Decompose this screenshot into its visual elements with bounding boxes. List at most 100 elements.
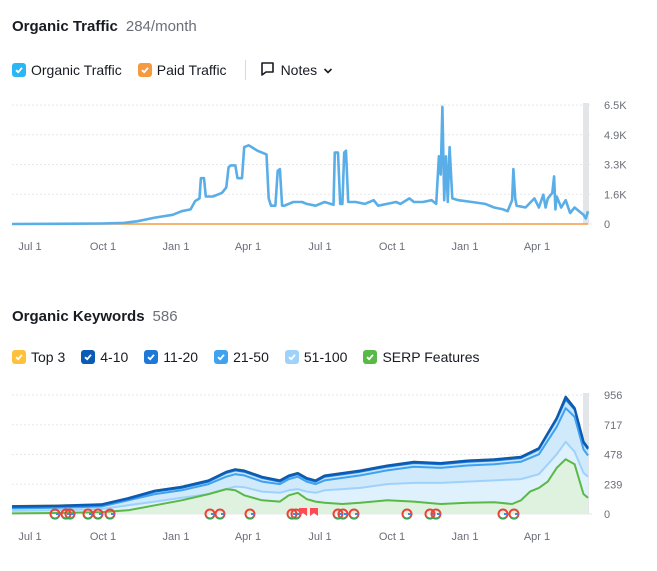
chat-flag-icon bbox=[260, 61, 275, 79]
legend-serp-features[interactable]: SERP Features bbox=[363, 349, 479, 365]
legend-label: 51-100 bbox=[303, 349, 348, 365]
x-tick-label: Jul 1 bbox=[18, 531, 41, 543]
google-icon-arc bbox=[245, 516, 254, 520]
legend-top-3[interactable]: Top 3 bbox=[12, 349, 65, 365]
checkbox-checked-icon[interactable] bbox=[284, 350, 299, 364]
legend-label: SERP Features bbox=[382, 349, 480, 365]
google-icon[interactable] bbox=[497, 508, 509, 520]
organic-traffic-value: 284/month bbox=[125, 18, 197, 35]
current-period-band bbox=[583, 103, 589, 224]
y-tick-label: 956 bbox=[604, 390, 622, 402]
google-icon-arc bbox=[402, 516, 411, 520]
organic-traffic-header: Organic Traffic 284/month bbox=[12, 18, 197, 35]
x-tick-label: Jan 1 bbox=[452, 531, 479, 543]
checkbox-checked-icon[interactable] bbox=[137, 63, 152, 77]
google-icon-arc bbox=[50, 516, 59, 520]
legend-11-20[interactable]: 11-20 bbox=[144, 349, 198, 365]
y-tick-label: 1.6K bbox=[604, 189, 627, 201]
google-icon-arc bbox=[338, 516, 347, 520]
legend-4-10[interactable]: 4-10 bbox=[81, 349, 128, 365]
organic-keywords-header: Organic Keywords 586 bbox=[12, 308, 178, 325]
legend-51-100[interactable]: 51-100 bbox=[284, 349, 348, 365]
checkbox-checked-icon[interactable] bbox=[12, 63, 26, 77]
google-icon[interactable] bbox=[430, 508, 442, 520]
legend-divider bbox=[244, 60, 246, 80]
checkbox-checked-icon[interactable] bbox=[144, 350, 159, 364]
google-icon[interactable] bbox=[49, 508, 61, 520]
y-tick-label: 4.9K bbox=[604, 130, 627, 142]
google-icon-arc bbox=[105, 516, 114, 520]
legend-organic-traffic[interactable]: Organic Traffic bbox=[12, 62, 122, 78]
google-icon-arc bbox=[498, 516, 507, 520]
legend-21-50[interactable]: 21-50 bbox=[214, 349, 269, 365]
y-tick-label: 0 bbox=[604, 219, 610, 231]
google-icon[interactable] bbox=[214, 508, 226, 520]
google-icon[interactable] bbox=[60, 508, 72, 520]
organic-traffic-legend: Organic Traffic Paid Traffic Notes bbox=[12, 60, 333, 80]
organic-traffic-chart[interactable]: 6.5K 4.9K 3.3K 1.6K 0 Jul 1 Oct 1 Jan 1 Apr 1 Jul… bbox=[0, 95, 657, 265]
series-organic-traffic-line bbox=[11, 105, 590, 226]
x-tick-label: Apr 1 bbox=[524, 531, 550, 543]
google-icon-arc bbox=[83, 516, 92, 520]
y-tick-label: 717 bbox=[604, 420, 622, 432]
google-icon-arc bbox=[291, 516, 300, 520]
legend-label: 11-20 bbox=[163, 349, 199, 365]
organic-traffic-title: Organic Traffic bbox=[12, 18, 118, 35]
x-tick-label: Apr 1 bbox=[524, 241, 550, 253]
organic-keywords-legend: Top 3 4-10 11-20 21-50 51-100 SERP Features bbox=[12, 349, 495, 365]
x-tick-label: Oct 1 bbox=[90, 531, 116, 543]
google-icon[interactable] bbox=[244, 508, 256, 520]
legend-label: Paid Traffic bbox=[156, 62, 227, 78]
y-tick-label: 239 bbox=[604, 479, 622, 491]
x-tick-label: Jul 1 bbox=[308, 241, 331, 253]
checkbox-checked-icon[interactable] bbox=[81, 350, 96, 364]
google-icon-arc bbox=[205, 516, 214, 520]
y-tick-label: 6.5K bbox=[604, 100, 627, 112]
x-tick-label: Jan 1 bbox=[163, 531, 190, 543]
notes-label: Notes bbox=[280, 62, 318, 78]
x-tick-label: Jan 1 bbox=[163, 241, 190, 253]
notes-dropdown[interactable]: Notes bbox=[260, 61, 334, 79]
legend-label: Organic Traffic bbox=[31, 62, 122, 78]
google-icon[interactable] bbox=[508, 508, 520, 520]
note-flag-icon[interactable] bbox=[310, 508, 318, 516]
google-icon[interactable] bbox=[348, 508, 360, 520]
legend-label: 21-50 bbox=[233, 349, 269, 365]
google-icon[interactable] bbox=[401, 508, 413, 520]
note-flag-icon[interactable] bbox=[299, 508, 307, 516]
google-icon[interactable] bbox=[92, 508, 104, 520]
google-icon-arc bbox=[509, 516, 518, 520]
y-tick-label: 478 bbox=[604, 450, 622, 462]
series-area-serp-features bbox=[12, 459, 588, 514]
series-line-51-100 bbox=[11, 440, 589, 512]
checkbox-checked-icon[interactable] bbox=[363, 350, 378, 364]
google-icon[interactable] bbox=[286, 508, 298, 520]
google-icon-arc bbox=[215, 516, 224, 520]
x-tick-label: Jul 1 bbox=[18, 241, 41, 253]
x-tick-label: Oct 1 bbox=[90, 241, 116, 253]
series-line-4-10 bbox=[11, 395, 589, 508]
legend-paid-traffic[interactable]: Paid Traffic bbox=[137, 62, 227, 78]
series-line-21-50 bbox=[11, 407, 589, 510]
y-tick-label: 0 bbox=[604, 509, 610, 521]
google-icon[interactable] bbox=[104, 508, 116, 520]
organic-keywords-title: Organic Keywords bbox=[12, 308, 145, 325]
x-tick-label: Jul 1 bbox=[308, 531, 331, 543]
chevron-down-icon bbox=[323, 62, 333, 78]
series-area-51-100 bbox=[12, 441, 588, 514]
series-line-serp-features bbox=[11, 458, 589, 515]
organic-keywords-value: 586 bbox=[152, 308, 178, 325]
legend-label: Top 3 bbox=[31, 349, 66, 365]
organic-keywords-chart[interactable]: 956 717 478 239 0 Jul 1 Oct 1 Jan 1 Apr 1 Jul 1 Oc… bbox=[0, 385, 657, 555]
checkbox-checked-icon[interactable] bbox=[214, 350, 229, 364]
x-tick-label: Oct 1 bbox=[379, 241, 405, 253]
checkbox-checked-icon[interactable] bbox=[12, 350, 26, 364]
google-icon-arc bbox=[287, 516, 296, 520]
x-tick-label: Apr 1 bbox=[235, 241, 261, 253]
google-icon[interactable] bbox=[64, 508, 76, 520]
google-icon[interactable] bbox=[337, 508, 349, 520]
x-tick-label: Apr 1 bbox=[235, 531, 261, 543]
legend-label: 4-10 bbox=[100, 349, 129, 365]
organic-keywords-panel: Organic Keywords 586 Top 3 4-10 11-20 21-50… bbox=[0, 290, 657, 571]
google-icon-arc bbox=[431, 516, 440, 520]
